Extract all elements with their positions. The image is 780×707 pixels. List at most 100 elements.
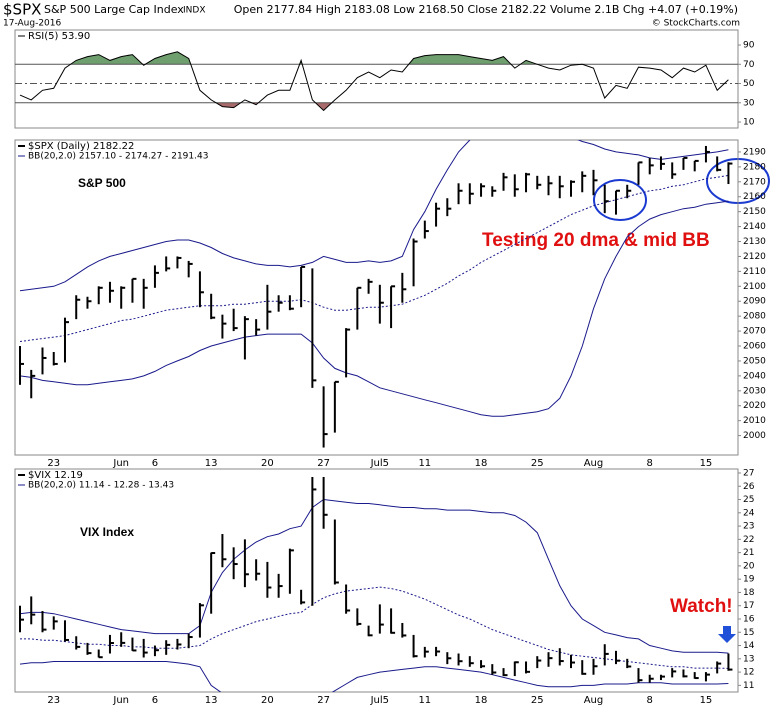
annotation: Watch!: [670, 596, 733, 617]
y-tick-label: 2030: [743, 386, 766, 396]
y-tick-label: 2050: [743, 356, 766, 366]
y-tick-label: 13: [743, 654, 754, 664]
legend-label: $VIX 12.19: [28, 470, 83, 481]
y-tick-label: 23: [743, 522, 754, 532]
y-tick-label: 10: [743, 118, 755, 128]
legend-label: $SPX (Daily) 2182.22: [28, 141, 134, 152]
y-tick-label: 2170: [743, 177, 766, 187]
y-tick-label: 70: [743, 60, 755, 70]
y-tick-label: 2160: [743, 192, 766, 202]
y-tick-label: 2060: [743, 342, 766, 352]
source: © StockCharts.com: [652, 19, 740, 29]
bollinger-lower: [19, 200, 729, 417]
plot-area: [19, 476, 733, 692]
y-tick-label: 2020: [743, 401, 766, 411]
x-tick-label: 23: [47, 458, 60, 469]
x-tick-label: 11: [418, 458, 431, 469]
x-tick-label: 15: [700, 695, 713, 706]
y-tick-label: 26: [743, 482, 755, 492]
x-tick-label: 18: [475, 458, 488, 469]
x-tick-label: Jul5: [370, 458, 389, 469]
y-tick-label: 2000: [743, 431, 766, 441]
highlight-circle: [593, 179, 647, 221]
bollinger-middle: [20, 586, 729, 669]
bollinger-upper: [19, 498, 729, 654]
x-tick-label: 13: [205, 695, 218, 706]
y-tick-label: 22: [743, 535, 754, 545]
x-tick-label: 25: [531, 458, 544, 469]
y-tick-label: 24: [743, 508, 755, 518]
panel-label: S&P 500: [78, 176, 126, 190]
legend-label: BB(20,2.0) 2157.10 - 2174.27 - 2191.43: [28, 152, 208, 162]
y-tick-label: 27: [743, 468, 754, 478]
date: 17-Aug-2016: [3, 19, 62, 29]
bollinger-middle: [19, 174, 729, 342]
rsi-line: [19, 51, 729, 112]
y-tick-label: 21: [743, 548, 754, 558]
legend-label: RSI(5) 53.90: [28, 31, 90, 42]
x-tick-label: 20: [261, 458, 274, 469]
y-tick-label: 14: [743, 641, 755, 651]
x-tick-label: Jul5: [370, 695, 389, 706]
exchange: INDX: [183, 6, 205, 16]
x-tick-label: 13: [205, 458, 218, 469]
y-tick-label: 2140: [743, 222, 766, 232]
symbol: $SPX: [3, 1, 41, 19]
x-tick-label: 25: [531, 695, 544, 706]
y-tick-label: 25: [743, 495, 754, 505]
y-tick-label: 2040: [743, 371, 766, 381]
panel-frame: [14, 468, 739, 693]
y-tick-label: 2110: [743, 267, 766, 277]
y-tick-label: 20: [743, 561, 755, 571]
y-tick-label: 2180: [743, 162, 766, 172]
x-tick-label: 27: [317, 458, 330, 469]
y-tick-label: 19: [743, 575, 755, 585]
bollinger-lower: [19, 661, 729, 692]
x-tick-label: 6: [152, 458, 158, 469]
panel-frame: [14, 29, 739, 129]
y-tick-label: 2190: [743, 147, 766, 157]
y-tick-label: 90: [743, 41, 755, 51]
y-tick-label: 2100: [743, 282, 766, 292]
overbought-fill: [20, 51, 729, 65]
x-tick-label: Aug: [584, 695, 604, 706]
x-tick-label: Aug: [584, 458, 604, 469]
panel-frame: [14, 139, 739, 456]
y-tick-label: 12: [743, 668, 754, 678]
y-tick-label: 16: [743, 614, 755, 624]
annotation: Testing 20 dma & mid BB: [482, 230, 710, 251]
x-tick-label: 23: [47, 695, 60, 706]
y-tick-label: 50: [743, 79, 755, 89]
y-tick-label: 2090: [743, 297, 766, 307]
x-tick-label: 15: [700, 458, 713, 469]
y-tick-label: 2080: [743, 312, 766, 322]
x-tick-label: Jun: [112, 695, 129, 706]
y-tick-label: 17: [743, 601, 754, 611]
x-tick-label: 18: [475, 695, 488, 706]
x-tick-label: 20: [261, 695, 274, 706]
y-tick-label: 2130: [743, 237, 766, 247]
y-tick-label: 11: [743, 681, 754, 691]
legend-label: BB(20,2.0) 11.14 - 12.28 - 13.43: [28, 481, 174, 491]
x-tick-label: 27: [317, 695, 330, 706]
y-tick-label: 2120: [743, 252, 766, 262]
x-tick-label: 8: [647, 458, 653, 469]
y-tick-label: 15: [743, 628, 754, 638]
x-tick-label: 6: [152, 695, 158, 706]
panel-label: VIX Index: [80, 525, 134, 539]
y-tick-label: 2070: [743, 327, 766, 337]
plot-area: [15, 51, 738, 112]
arrow: [718, 626, 736, 643]
x-tick-label: Jun: [112, 458, 129, 469]
x-tick-label: 8: [647, 695, 653, 706]
y-tick-label: 18: [743, 588, 755, 598]
bollinger-upper: [19, 140, 729, 292]
x-tick-label: 11: [418, 695, 431, 706]
y-tick-label: 2150: [743, 207, 766, 217]
index-name: S&P 500 Large Cap Index: [44, 3, 184, 16]
y-tick-label: 2010: [743, 416, 766, 426]
quote: Open 2177.84 High 2183.08 Low 2168.50 Cl…: [234, 3, 738, 16]
y-tick-label: 30: [743, 98, 755, 108]
plot-area: [19, 140, 733, 448]
